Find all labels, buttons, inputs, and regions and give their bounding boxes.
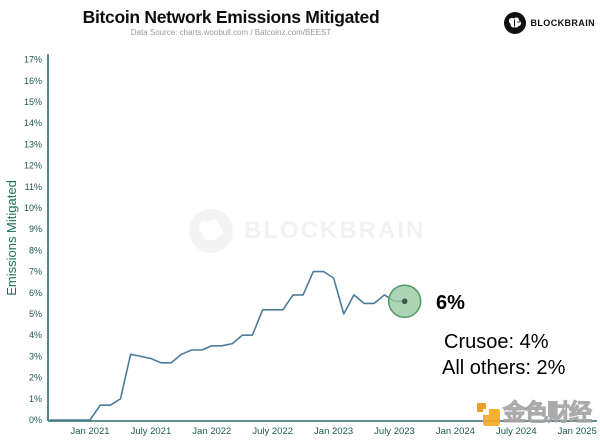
x-tick-label: Jan 2024 xyxy=(436,426,475,437)
x-tick-label: July 2021 xyxy=(131,426,172,437)
endpoint-value-label: 6% xyxy=(436,292,465,314)
x-tick-label: Jan 2025 xyxy=(558,426,597,437)
y-tick-label: 1% xyxy=(29,394,42,404)
y-tick-label: 9% xyxy=(29,224,42,234)
brand-name-label: BLOCKBRAIN xyxy=(530,18,595,28)
endpoint-dot xyxy=(401,298,408,305)
y-tick-label: 5% xyxy=(29,309,42,319)
y-tick-label: 13% xyxy=(24,139,42,149)
y-tick-label: 10% xyxy=(24,203,42,213)
page-title: Bitcoin Network Emissions Mitigated xyxy=(82,7,380,27)
x-tick-label: July 2023 xyxy=(374,426,415,437)
y-tick-label: 17% xyxy=(24,55,42,65)
y-tick-label: 14% xyxy=(24,118,42,128)
jinse-logo-icon xyxy=(476,402,501,428)
y-tick-label: 3% xyxy=(29,351,42,361)
crusoe-breakdown-label: Crusoe: 4% xyxy=(444,331,549,353)
x-tick-label: Jan 2023 xyxy=(314,426,353,437)
y-axis-title: Emissions Mitigated xyxy=(4,180,19,296)
x-tick-label: Jan 2021 xyxy=(70,426,109,437)
y-tick-label: 6% xyxy=(29,288,42,298)
y-tick-label: 8% xyxy=(29,245,42,255)
emissions-series-line xyxy=(49,270,405,421)
y-tick-label: 12% xyxy=(24,161,42,171)
y-tick-label: 0% xyxy=(29,415,42,425)
jinse-watermark-text: 金色财经 xyxy=(502,398,592,425)
brain-icon xyxy=(503,12,526,34)
y-tick-label: 2% xyxy=(29,373,42,383)
y-tick-label: 16% xyxy=(24,76,42,86)
others-breakdown-label: All others: 2% xyxy=(442,357,566,379)
x-tick-label: July 2022 xyxy=(252,426,293,437)
blockbrain-logo: BLOCKBRAIN xyxy=(503,12,596,34)
y-tick-label: 15% xyxy=(24,97,42,107)
data-source-subtitle: Data Source: charts.woobull.com / Batcoi… xyxy=(130,28,332,37)
y-tick-labels: 0% 1% 2% 3% 4% 5% 6% 7% 8% 9% 10% 11% 12% 13% 14% 15% 16… xyxy=(24,55,42,425)
jinse-finance-watermark: 金色财经 xyxy=(476,398,593,428)
y-tick-label: 7% xyxy=(29,267,42,277)
y-tick-label: 4% xyxy=(29,330,42,340)
x-tick-labels: Jan 2021 July 2021 Jan 2022 July 2022 Jan 20… xyxy=(70,426,596,437)
y-tick-label: 11% xyxy=(25,182,42,192)
x-tick-label: July 2024 xyxy=(496,426,537,437)
x-tick-label: Jan 2022 xyxy=(192,426,231,437)
